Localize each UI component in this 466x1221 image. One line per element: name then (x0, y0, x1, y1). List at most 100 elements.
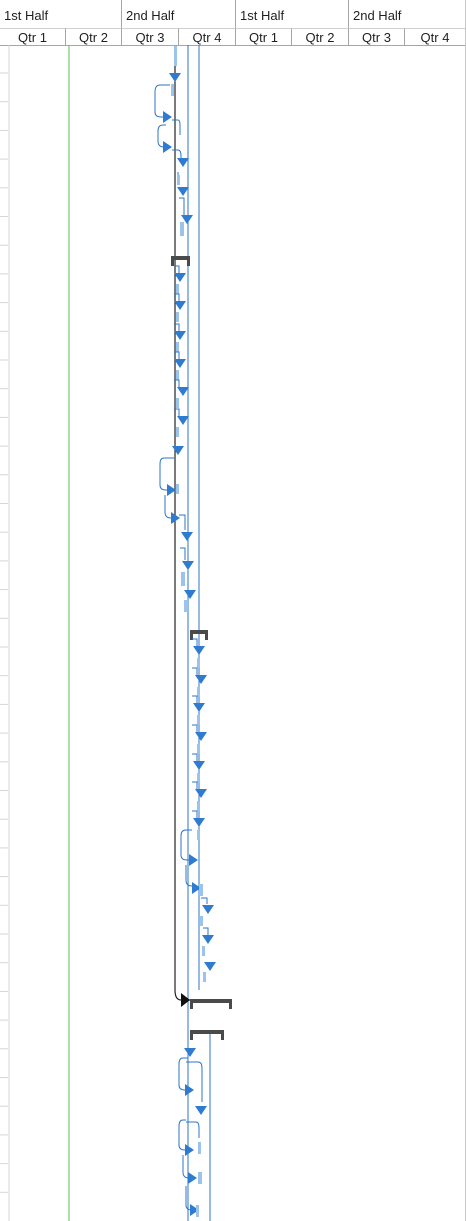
milestone-marker[interactable] (184, 1048, 196, 1057)
task-bar[interactable] (197, 658, 200, 668)
milestone-marker[interactable] (169, 73, 181, 82)
timescale-header[interactable]: 1st Half 2nd Half 1st Half 2nd Half Qtr … (0, 0, 466, 46)
dependency-link (192, 638, 198, 647)
milestone-marker[interactable] (193, 703, 205, 712)
dependency-link (174, 265, 180, 274)
milestone-marker[interactable] (177, 416, 189, 425)
milestone-marker[interactable] (177, 387, 189, 396)
quarter-cell: Qtr 2 (66, 28, 122, 45)
milestone-marker[interactable] (195, 1106, 207, 1115)
milestone-marker[interactable] (163, 141, 172, 153)
task-bar[interactable] (176, 398, 179, 408)
milestone-marker[interactable] (167, 484, 176, 496)
gantt-canvas[interactable] (0, 45, 466, 1221)
milestone-marker[interactable] (174, 273, 186, 282)
dependency-link (192, 695, 198, 704)
task-bar[interactable] (200, 916, 203, 926)
task-bar[interactable] (197, 687, 200, 697)
milestone-marker[interactable] (193, 646, 205, 655)
dependency-link (186, 1061, 203, 1102)
dependency-link (192, 667, 198, 676)
task-bar[interactable] (176, 370, 179, 380)
dependency-link (172, 149, 182, 160)
milestone-marker[interactable] (195, 675, 207, 684)
task-bar[interactable] (197, 715, 200, 725)
dependency-link (185, 865, 193, 887)
dependency-link (174, 323, 180, 332)
dependency-link (164, 495, 172, 519)
task-bar[interactable] (180, 222, 184, 236)
milestone-marker[interactable] (174, 359, 186, 368)
milestone-marker[interactable] (189, 854, 198, 866)
task-bar[interactable] (197, 830, 200, 840)
gantt-bar-area[interactable] (0, 45, 466, 1221)
half-year-cell: 2nd Half (122, 0, 236, 28)
dependency-link (180, 829, 192, 861)
milestone-marker[interactable] (172, 446, 184, 455)
milestone-marker[interactable] (174, 301, 186, 310)
summary-bar[interactable] (190, 999, 232, 1003)
task-bar[interactable] (176, 312, 179, 322)
milestone-marker[interactable] (181, 215, 193, 224)
task-bar[interactable] (176, 484, 179, 494)
milestone-marker[interactable] (190, 1204, 199, 1216)
task-bar[interactable] (181, 572, 185, 586)
task-bar[interactable] (203, 972, 206, 982)
summary-bar[interactable] (190, 1030, 224, 1034)
summary-bracket (190, 1030, 193, 1040)
milestone-marker[interactable] (177, 187, 189, 196)
milestone-marker[interactable] (185, 1144, 194, 1156)
summary-bar[interactable] (190, 630, 208, 634)
task-bar[interactable] (184, 600, 188, 612)
task-bar[interactable] (199, 884, 203, 896)
task-bar[interactable] (176, 342, 179, 352)
task-bar[interactable] (197, 801, 200, 811)
milestone-marker[interactable] (182, 561, 194, 570)
summary-bar[interactable] (171, 256, 190, 260)
dependency-link (186, 1121, 200, 1138)
milestone-marker[interactable] (184, 590, 196, 599)
task-bar[interactable] (197, 773, 200, 783)
dependency-link (157, 124, 166, 148)
task-bar[interactable] (198, 1172, 202, 1184)
task-bar[interactable] (171, 84, 174, 96)
summary-bracket (221, 1030, 224, 1040)
half-year-cell: 1st Half (236, 0, 349, 28)
milestone-marker[interactable] (171, 512, 180, 524)
task-bar[interactable] (197, 744, 200, 754)
task-bar[interactable] (198, 1142, 201, 1154)
milestone-marker[interactable] (163, 111, 172, 123)
milestone-marker[interactable] (188, 1172, 197, 1184)
dependency-link (179, 197, 185, 215)
summary-bracket (190, 630, 193, 640)
milestone-marker[interactable] (193, 761, 205, 770)
half-year-cell: 1st Half (0, 0, 122, 28)
task-bar[interactable] (177, 175, 180, 185)
milestone-marker[interactable] (202, 935, 214, 944)
task-bar[interactable] (176, 284, 179, 294)
milestone-marker[interactable] (185, 1084, 194, 1096)
milestone-marker[interactable] (181, 532, 193, 541)
task-bar[interactable] (202, 946, 205, 956)
dependency-link (174, 408, 180, 417)
milestone-marker[interactable] (195, 789, 207, 798)
dependency-link (178, 1119, 186, 1151)
quarter-cell: Qtr 1 (0, 28, 66, 45)
milestone-marker[interactable] (204, 962, 216, 971)
milestone-marker[interactable] (195, 732, 207, 741)
milestone-marker[interactable] (192, 882, 201, 894)
milestone-marker[interactable] (193, 818, 205, 827)
milestone-marker[interactable] (177, 158, 189, 167)
dependency-link (192, 781, 198, 790)
task-bar[interactable] (196, 1205, 199, 1217)
half-year-cell: 2nd Half (349, 0, 466, 28)
quarter-cell: Qtr 4 (179, 28, 236, 45)
task-bar[interactable] (176, 427, 179, 437)
dependency-link (180, 547, 186, 560)
milestone-marker[interactable] (202, 905, 214, 914)
quarter-cell: Qtr 3 (122, 28, 179, 45)
task-bar[interactable] (174, 46, 177, 66)
milestone-marker[interactable] (174, 331, 186, 340)
quarter-cell: Qtr 3 (349, 28, 405, 45)
